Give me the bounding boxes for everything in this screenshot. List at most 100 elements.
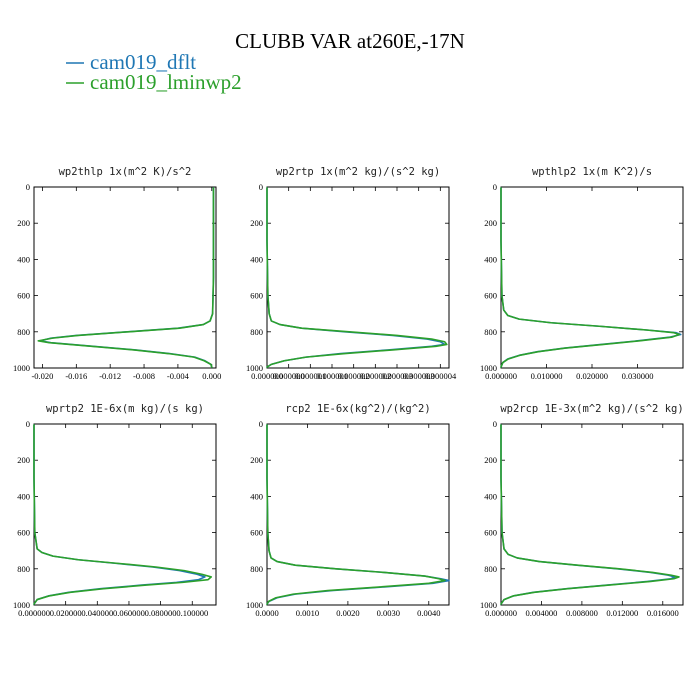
- y-tick-label: 800: [250, 327, 263, 337]
- series-line-0: [500, 187, 682, 368]
- x-tick-label: -0.012: [99, 371, 121, 381]
- x-tick-label: -0.020: [31, 371, 53, 381]
- legend: cam019_dflt cam019_lminwp2: [66, 50, 242, 94]
- axes-frame: [266, 186, 450, 369]
- x-tick-label: 0.030000: [622, 371, 654, 381]
- y-tick-label: 1000: [246, 600, 263, 610]
- x-tick-label: -0.016: [65, 371, 87, 381]
- panel-title: wp2thlp 1x(m^2 K)/s^2: [59, 166, 192, 178]
- y-tick-label: 400: [484, 491, 497, 501]
- y-tick-label: 1000: [480, 600, 497, 610]
- series-line-1: [266, 187, 448, 368]
- y-tick-label: 200: [250, 455, 263, 465]
- x-tick-label: 0.040000: [81, 608, 113, 618]
- chart-panel-3: wprtp2 1E-6x(m kg)/(s kg) 0 200 400 600 800 10…: [13, 403, 217, 618]
- chart-panel-5: wp2rcp 1E-3x(m^2 kg)/(s^2 kg)0 200 400 600 8…: [480, 403, 684, 618]
- y-tick-label: 400: [250, 491, 263, 501]
- x-tick-label: 0.020000: [50, 608, 82, 618]
- x-tick-label: 0.000000: [485, 371, 517, 381]
- panel-title: wpthlp2 1x(m K^2)/s: [532, 166, 652, 178]
- x-tick-label: 0.000000: [251, 371, 283, 381]
- y-tick-label: 400: [17, 254, 30, 264]
- y-tick-label: 1000: [13, 600, 30, 610]
- y-tick-label: 0: [26, 182, 30, 192]
- y-tick-label: 200: [17, 455, 30, 465]
- axes-frame: [33, 423, 217, 606]
- series-line-0: [266, 187, 446, 368]
- y-tick-label: 200: [250, 218, 263, 228]
- y-tick-label: 600: [250, 291, 263, 301]
- y-tick-label: 400: [17, 491, 30, 501]
- x-tick-label: 0.010000: [531, 371, 563, 381]
- axes-frame: [266, 423, 450, 606]
- x-tick-label: 0.000002: [338, 371, 370, 381]
- y-tick-label: 600: [484, 291, 497, 301]
- x-tick-label: 0.080000: [145, 608, 177, 618]
- x-tick-label: 0.000000: [18, 608, 50, 618]
- x-tick-label: 0.0000: [255, 608, 278, 618]
- legend-label-0: cam019_dflt: [90, 50, 196, 74]
- axes-frame: [33, 186, 217, 369]
- y-tick-label: 1000: [13, 363, 30, 373]
- y-tick-label: 0: [259, 419, 263, 429]
- x-tick-label: -0.004: [167, 371, 190, 381]
- chart-panels: wp2thlp 1x(m^2 K)/s^202004006008001000-0…: [13, 166, 684, 618]
- panel-title: rcp2 1E-6x(kg^2)/(kg^2): [285, 403, 430, 415]
- series-line-0: [500, 424, 676, 605]
- y-tick-label: 800: [484, 564, 497, 574]
- x-tick-label: 0.100000: [176, 608, 208, 618]
- x-tick-label: 0.000000: [273, 371, 305, 381]
- y-tick-label: 0: [259, 182, 263, 192]
- y-tick-label: 600: [17, 291, 30, 301]
- series-line-1: [266, 424, 446, 605]
- series-line-1: [500, 424, 680, 605]
- x-tick-label: 0.0010: [296, 608, 319, 618]
- y-tick-label: 600: [484, 528, 497, 538]
- chart-panel-0: wp2thlp 1x(m^2 K)/s^202004006008001000-0…: [13, 166, 221, 381]
- panel-title: wp2rcp 1E-3x(m^2 kg)/(s^2 kg): [500, 403, 683, 415]
- y-tick-label: 800: [17, 327, 30, 337]
- x-tick-label: 0.000004: [424, 371, 457, 381]
- series-line-0: [39, 187, 215, 368]
- x-tick-label: 0.0030: [377, 608, 400, 618]
- x-tick-label: 0.000003: [403, 371, 435, 381]
- y-tick-label: 400: [484, 254, 497, 264]
- x-tick-label: 0.0020: [336, 608, 359, 618]
- y-tick-label: 200: [484, 455, 497, 465]
- x-tick-label: 0.060000: [113, 608, 145, 618]
- axes-frame: [500, 186, 684, 369]
- x-tick-label: 0.000001: [316, 371, 348, 381]
- y-tick-label: 800: [250, 564, 263, 574]
- x-tick-label: 0.0040: [417, 608, 440, 618]
- panel-title: wp2rtp 1x(m^2 kg)/(s^2 kg): [276, 166, 440, 178]
- legend-label-1: cam019_lminwp2: [90, 70, 242, 94]
- series-line-0: [33, 424, 206, 605]
- y-tick-label: 200: [484, 218, 497, 228]
- y-tick-label: 800: [17, 564, 30, 574]
- y-tick-label: 600: [17, 528, 30, 538]
- y-tick-label: 200: [17, 218, 30, 228]
- x-tick-label: -0.008: [133, 371, 155, 381]
- y-tick-label: 0: [493, 419, 497, 429]
- series-line-1: [500, 187, 681, 368]
- x-tick-label: 0.004000: [526, 608, 558, 618]
- chart-panel-1: wp2rtp 1x(m^2 kg)/(s^2 kg) 0 200 400 600 800 1…: [246, 166, 457, 381]
- panel-title: wprtp2 1E-6x(m kg)/(s kg): [46, 403, 204, 415]
- x-tick-label: 0.000002: [359, 371, 391, 381]
- figure-title: CLUBB VAR at260E,-17N: [235, 29, 465, 53]
- x-tick-label: 0.016000: [647, 608, 679, 618]
- axes-frame: [500, 423, 684, 606]
- y-tick-label: 1000: [246, 363, 263, 373]
- series-line-0: [266, 424, 450, 605]
- x-tick-label: 0.008000: [566, 608, 598, 618]
- y-tick-label: 0: [493, 182, 497, 192]
- series-line-1: [37, 187, 215, 368]
- chart-panel-4: rcp2 1E-6x(kg^2)/(kg^2) 0 200 400 600 800 1000…: [246, 403, 450, 618]
- x-tick-label: 0.012000: [606, 608, 638, 618]
- chart-panel-2: wpthlp2 1x(m K^2)/s 0 200 400 600 800 10000.00…: [480, 166, 684, 381]
- x-tick-label: 0.020000: [576, 371, 608, 381]
- x-tick-label: 0.000001: [294, 371, 326, 381]
- series-line-1: [33, 424, 213, 605]
- y-tick-label: 400: [250, 254, 263, 264]
- y-tick-label: 1000: [480, 363, 497, 373]
